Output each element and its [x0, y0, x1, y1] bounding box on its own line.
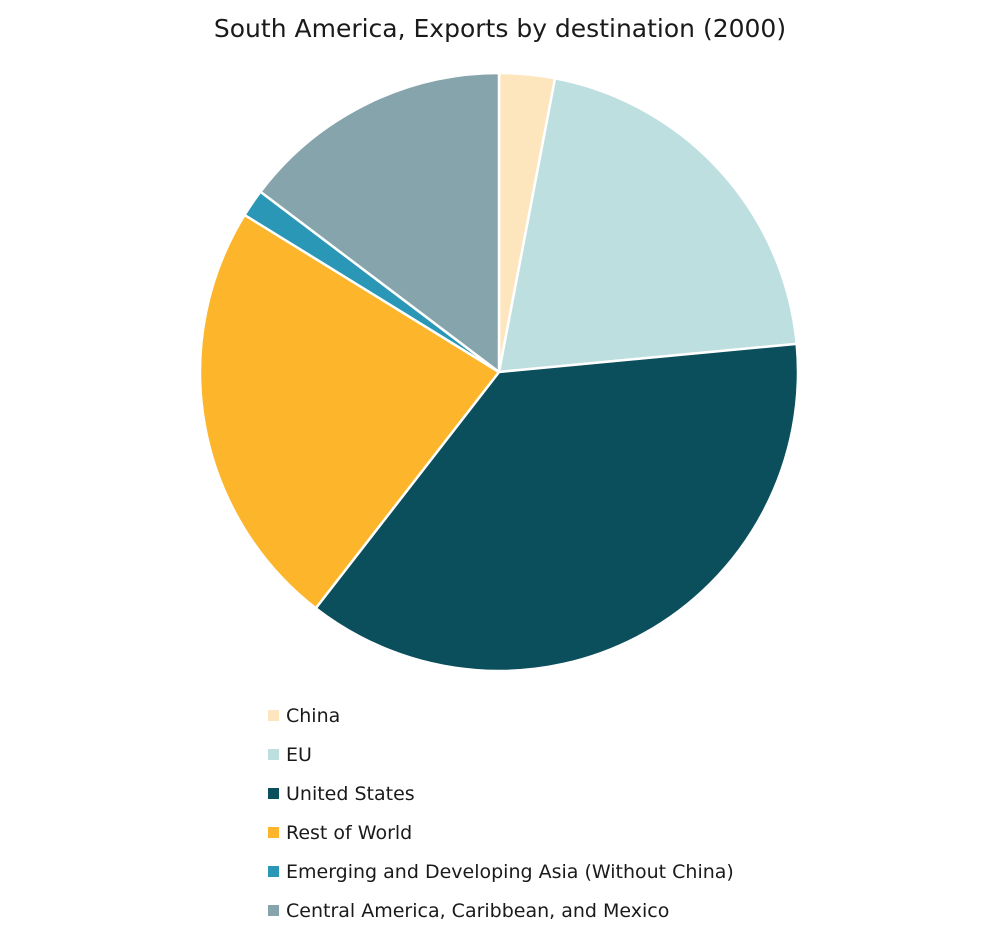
legend-item: China: [268, 696, 968, 735]
chart-title: South America, Exports by destination (2…: [213, 14, 787, 43]
legend: China EU United States Rest of World Emergin…: [268, 696, 968, 930]
legend-item: Rest of World: [268, 813, 968, 852]
pie-chart: [198, 71, 800, 673]
pie-slice-united-states: [314, 342, 800, 673]
legend-swatch: [268, 827, 279, 838]
pie-slice-central-america-caribbean-and-mexico: [259, 71, 501, 374]
legend-swatch: [268, 866, 279, 877]
pie-slice-eu: [497, 77, 798, 374]
legend-item: EU: [268, 735, 968, 774]
legend-swatch: [268, 905, 279, 916]
legend-item: Emerging and Developing Asia (Without Ch…: [268, 852, 968, 891]
legend-label: China: [286, 704, 341, 727]
legend-swatch: [268, 710, 279, 721]
legend-label: EU: [286, 743, 312, 766]
legend-label: Central America, Caribbean, and Mexico: [286, 899, 670, 922]
legend-label: Rest of World: [286, 821, 413, 844]
legend-swatch: [268, 749, 279, 760]
legend-label: Emerging and Developing Asia (Without Ch…: [286, 860, 734, 883]
legend-item: United States: [268, 774, 968, 813]
legend-label: United States: [286, 782, 415, 805]
legend-item: Central America, Caribbean, and Mexico: [268, 891, 968, 930]
pie-slice-rest-of-world: [198, 213, 501, 610]
legend-swatch: [268, 788, 279, 799]
